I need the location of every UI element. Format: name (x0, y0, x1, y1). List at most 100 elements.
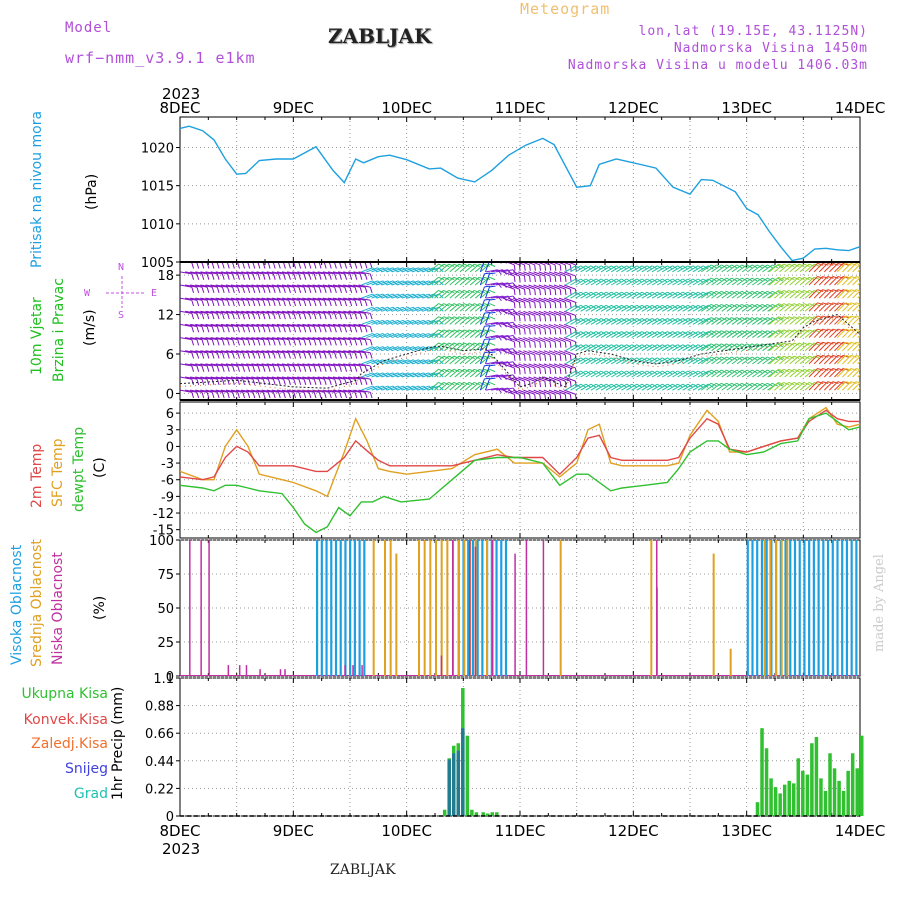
wind-barb (651, 291, 663, 299)
wind-barb (711, 369, 722, 378)
wind-barb-flag (344, 326, 348, 333)
wind-barb (692, 317, 704, 325)
wind-barb-flag (832, 341, 839, 345)
wind-barb (491, 259, 503, 261)
wind-barb-flag (523, 381, 526, 388)
wind-barb (836, 315, 847, 325)
temp2m-line (179, 409, 860, 481)
wind-barb (449, 342, 460, 352)
wind-barb (721, 382, 732, 391)
wind-barb-flag (298, 286, 302, 293)
wind-barb (779, 368, 790, 378)
wind-barb (513, 271, 525, 277)
wind-barb-flag (549, 328, 552, 335)
wind-barb (518, 323, 530, 330)
wind-barb (348, 376, 361, 380)
wind-barb (230, 363, 243, 367)
wind-barb (836, 341, 847, 352)
wind-barb-flag (622, 255, 627, 258)
wind-barb-flag (632, 255, 637, 258)
wind-barb-flag (288, 313, 291, 320)
wind-barb-flag (783, 303, 790, 307)
wind-barb-flag (318, 365, 322, 372)
wind-barb-flag (544, 381, 547, 388)
wind-barb-flag (777, 277, 783, 282)
wind-barb (857, 334, 860, 338)
wind-barb-flag (559, 264, 562, 271)
wind-barb-flag (777, 254, 782, 257)
wind-barb (857, 295, 860, 299)
wind-barb (813, 381, 823, 391)
wind-barb (485, 269, 498, 273)
wind-barb (711, 343, 722, 352)
wind-barb (646, 370, 658, 378)
wind-barb-flag (458, 355, 465, 359)
wind-barb-flag (762, 254, 767, 257)
wind-barb (281, 310, 294, 314)
wind-barb-flag (267, 313, 271, 320)
wind-barb (332, 297, 345, 301)
precip-frz-legend: Zaledj.Kisa (31, 736, 108, 752)
wind-barb-flag (407, 293, 414, 299)
wind-barb-flag (278, 273, 281, 280)
wind-barb (847, 381, 857, 391)
wind-barb-flag (513, 367, 516, 374)
wind-barb (804, 290, 815, 299)
wind-barb-flag (429, 257, 433, 261)
wind-barb-flag (484, 381, 491, 386)
y-tick-label: 0.44 (145, 755, 174, 770)
wind-barb (697, 383, 709, 391)
wind-barb (543, 297, 556, 303)
wind-barb-flag (364, 378, 368, 385)
wind-barb-flag (252, 378, 256, 385)
wind-barb (590, 278, 602, 286)
wind-barb (726, 343, 737, 352)
cloud-mid-bar (729, 648, 732, 676)
wind-barb-flag (211, 262, 215, 269)
wind-barb-flag (539, 302, 542, 309)
wind-barb-flag (484, 249, 490, 250)
wind-barb-flag (349, 273, 353, 280)
wind-barb-flag (513, 264, 516, 271)
wind-barb (701, 277, 712, 286)
wind-barb (746, 303, 758, 312)
wind-barb-flag (419, 257, 423, 261)
wind-barb (361, 385, 373, 391)
wind-barb (779, 303, 790, 312)
wind-barb (459, 316, 470, 325)
wind-barb (789, 276, 800, 286)
wind-barb-flag (428, 293, 434, 299)
wind-barb (297, 271, 310, 275)
wind-barb (769, 355, 779, 365)
wind-barb-flag (842, 262, 849, 266)
wind-barb-flag (454, 253, 460, 255)
wind-barb (332, 350, 345, 354)
wind-barb-flag (823, 252, 829, 254)
wind-barb-flag (832, 381, 839, 384)
wind-barb-flag (377, 306, 383, 312)
wind-barb-flag (283, 392, 286, 399)
wind-barb (590, 317, 602, 325)
wind-barb-flag (201, 365, 205, 372)
wind-barb (829, 328, 839, 338)
wind-barb (661, 278, 673, 286)
wind-barb (465, 253, 474, 261)
wind-barb (434, 355, 444, 365)
wind-barb-flag (803, 303, 810, 307)
wind-barb-flag (369, 365, 373, 372)
wind-barb (672, 304, 684, 312)
wind-barb-flag (569, 381, 572, 388)
wind-barb (180, 323, 192, 328)
wind-barb (332, 323, 345, 328)
wind-barb-flag (369, 326, 373, 333)
wind-barb-flag (397, 319, 403, 325)
wind-barb-flag (794, 253, 800, 255)
wind-barb (276, 337, 289, 341)
wind-barb-flag (822, 368, 829, 371)
wind-barb-flag (428, 280, 434, 286)
wind-barb (496, 269, 509, 273)
wind-barb (621, 317, 633, 325)
wind-barb-flag (534, 289, 536, 296)
wind-barb (241, 323, 254, 328)
wind-barb-flag (413, 257, 417, 261)
